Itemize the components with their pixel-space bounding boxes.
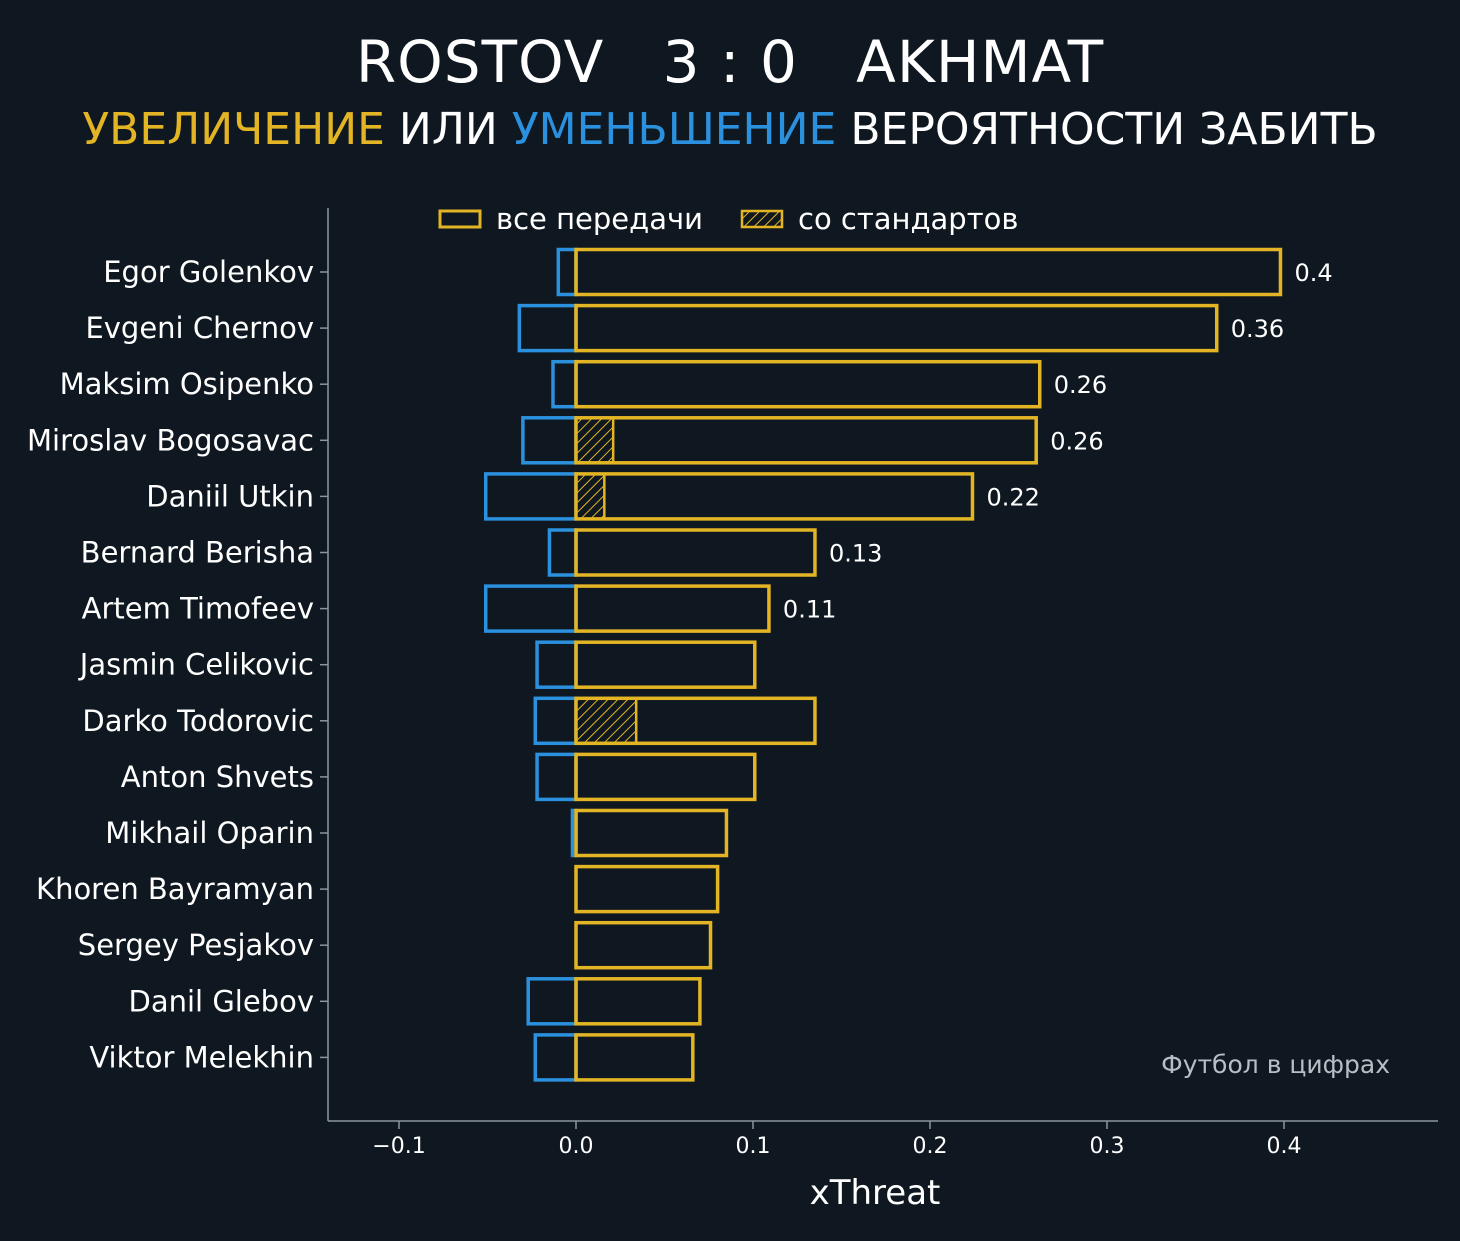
decrease-bar (535, 640, 578, 689)
player-label: Danil Glebov (129, 984, 315, 1018)
all-passes-bar (574, 359, 1042, 409)
x-tick-label: 0.3 (1090, 1134, 1125, 1159)
player-label: Khoren Bayramyan (36, 872, 314, 906)
player-label: Artem Timofeev (82, 592, 314, 626)
legend-label-set: со стандартов (798, 202, 1018, 236)
all-passes-bar (574, 1033, 695, 1082)
legend-swatch-all (438, 209, 482, 229)
watermark: Футбол в цифрах (1161, 1050, 1390, 1079)
subtitle-increase: УВЕЛИЧЕНИЕ (82, 104, 385, 155)
x-tick-label: 0.0 (559, 1134, 594, 1159)
player-label: Daniil Utkin (146, 479, 314, 513)
player-label: Viktor Melekhin (89, 1040, 314, 1074)
player-label: Bernard Berisha (81, 536, 314, 570)
data-label: 0.4 (1294, 259, 1332, 287)
subtitle-rest: ВЕРОЯТНОСТИ ЗАБИТЬ (850, 104, 1378, 155)
x-axis-label: xThreat (810, 1173, 941, 1213)
data-label: 0.26 (1050, 427, 1103, 455)
legend: все передачи со стандартов (438, 202, 1018, 236)
all-passes-bar (574, 977, 702, 1026)
player-label: Anton Shvets (121, 760, 314, 794)
all-passes-bar (574, 247, 1283, 297)
all-passes-bar (574, 640, 757, 689)
all-passes-bar (574, 696, 817, 746)
data-label: 0.36 (1231, 315, 1284, 343)
match-title: ROSTOV 3 : 0 AKHMAT (355, 28, 1105, 96)
all-passes-bar (574, 864, 720, 914)
legend-label-all: все передачи (496, 202, 703, 236)
subtitle-or: ИЛИ (398, 104, 498, 155)
player-label: Sergey Pesjakov (78, 928, 314, 962)
all-passes-bar (574, 808, 729, 858)
all-passes-bar (574, 584, 771, 633)
decrease-bar (547, 528, 578, 577)
x-tick-label: 0.1 (736, 1134, 771, 1159)
player-label: Evgeni Chernov (85, 311, 314, 345)
x-tick-label: −0.1 (372, 1134, 425, 1159)
decrease-bar (483, 472, 578, 521)
all-passes-bar (574, 920, 713, 970)
player-label: Egor Golenkov (103, 255, 314, 289)
x-tick-label: 0.4 (1267, 1134, 1302, 1159)
player-label: Miroslav Bogosavac (27, 423, 314, 457)
set-piece-bar (574, 697, 638, 745)
chart-subtitle: УВЕЛИЧЕНИЕ ИЛИ УМЕНЬШЕНИЕ ВЕРОЯТНОСТИ ЗА… (0, 104, 1460, 155)
legend-swatch-set (740, 209, 784, 229)
decrease-bar (517, 303, 578, 353)
all-passes-bar (574, 303, 1219, 353)
axes: −0.1 0.0 0.1 0.2 0.3 0.4 xThreat (320, 208, 1438, 1213)
player-label: Mikhail Oparin (105, 816, 314, 850)
all-passes-bar (574, 472, 975, 521)
x-tick-label: 0.2 (913, 1134, 948, 1159)
set-piece-bar (574, 416, 615, 465)
decrease-bar (526, 977, 578, 1026)
bars: 0.4 0.36 0.26 0.26 0.22 0.13 0.11 (483, 247, 1333, 1082)
player-label: Jasmin Celikovic (78, 648, 314, 682)
player-label: Darko Todorovic (82, 704, 314, 738)
data-label: 0.22 (986, 483, 1039, 511)
decrease-bar (533, 1033, 578, 1082)
decrease-bar (533, 696, 578, 746)
all-passes-bar (574, 752, 757, 802)
all-passes-bar (574, 416, 1038, 465)
all-passes-bar (574, 528, 817, 577)
category-labels: Egor Golenkov Evgeni Chernov Maksim Osipen… (27, 255, 314, 1074)
decrease-bar (521, 416, 578, 465)
decrease-bar (535, 752, 578, 802)
decrease-bar (551, 359, 578, 409)
data-label: 0.26 (1054, 371, 1107, 399)
subtitle-decrease: УМЕНЬШЕНИЕ (511, 104, 837, 155)
decrease-bar (556, 247, 578, 297)
data-label: 0.13 (829, 540, 882, 568)
data-label: 0.11 (783, 596, 836, 624)
player-label: Maksim Osipenko (60, 367, 314, 401)
set-piece-bar (574, 472, 606, 521)
decrease-bar (483, 584, 578, 633)
